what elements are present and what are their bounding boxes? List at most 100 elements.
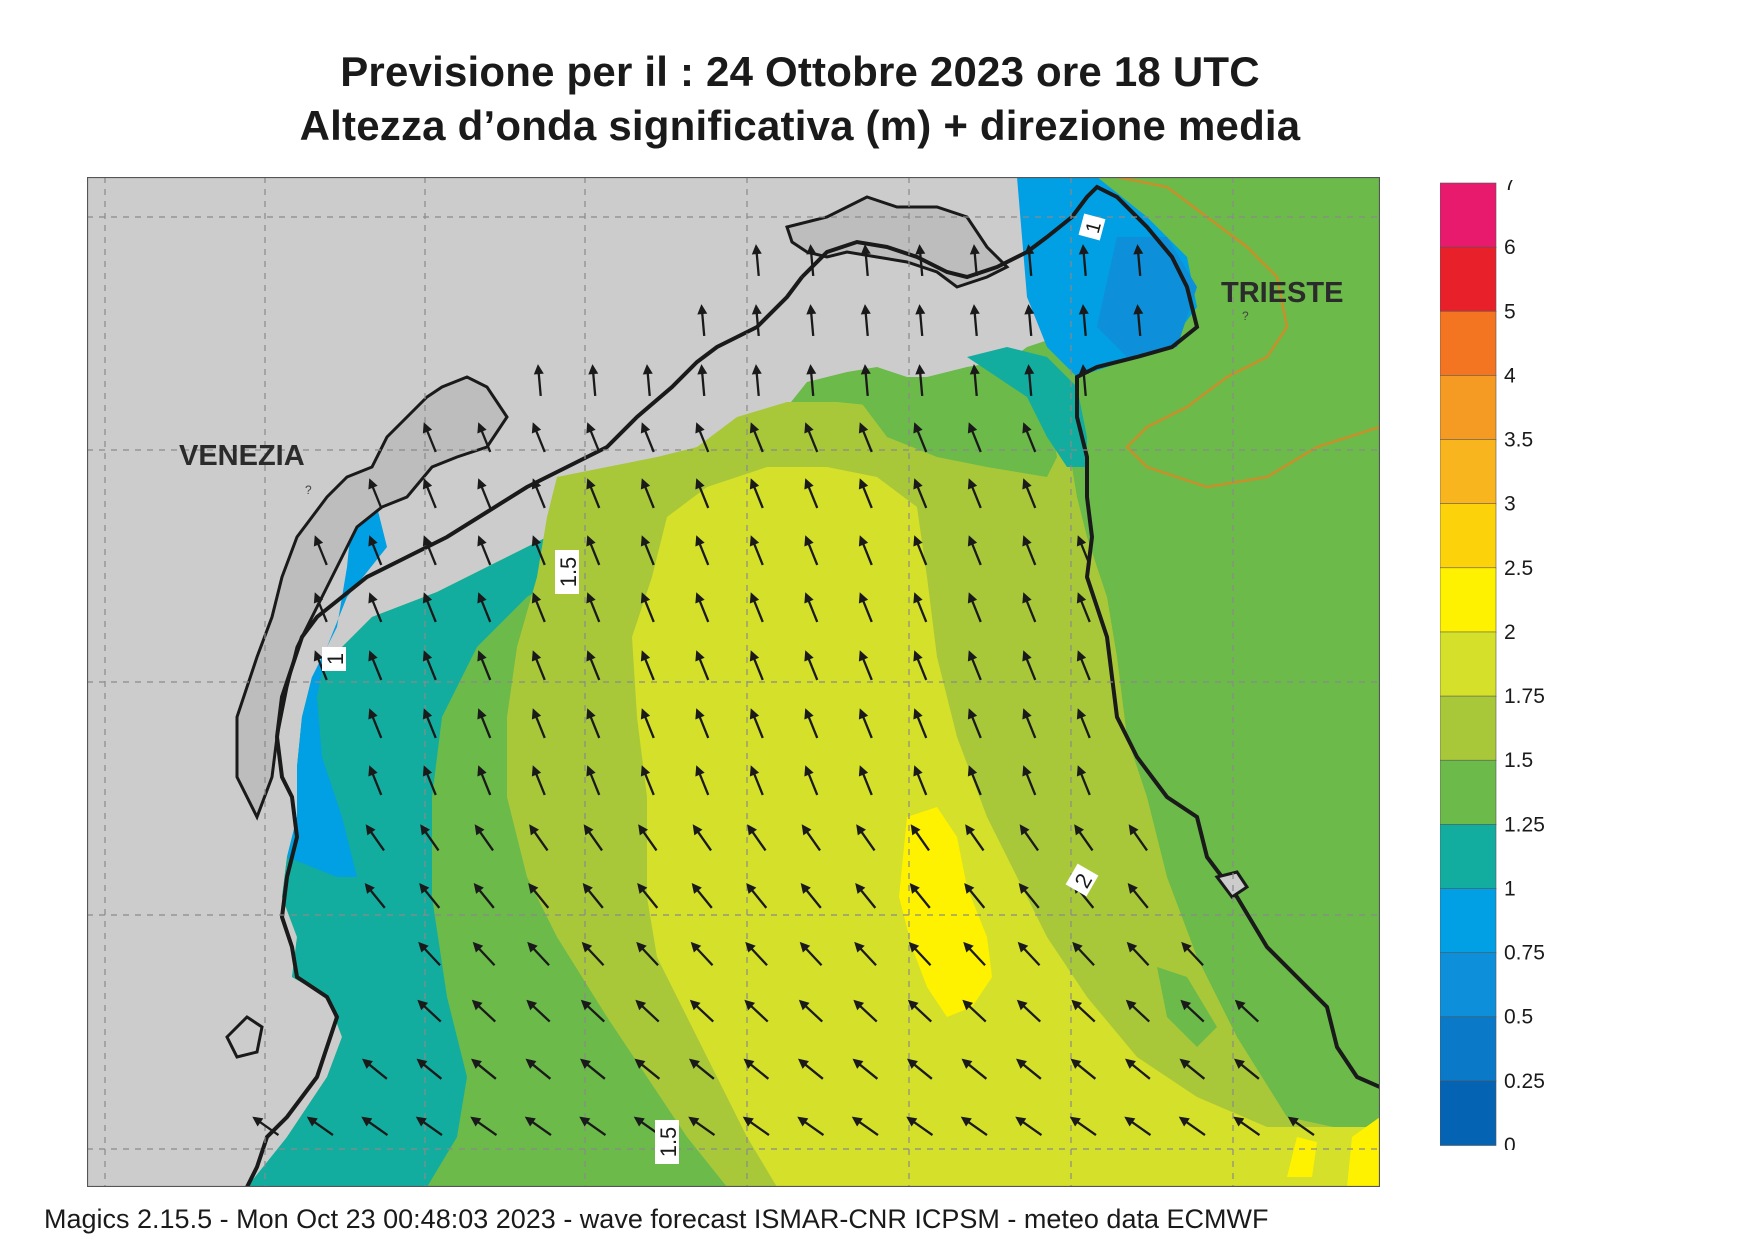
wave-arrow	[1022, 478, 1037, 509]
zone-darkblue-ne	[1097, 237, 1197, 357]
wave-arrow	[854, 941, 877, 967]
wave-arrow	[697, 364, 708, 397]
wave-arrow	[749, 422, 764, 453]
city-label-trieste: TRIESTE	[1221, 277, 1343, 309]
wave-arrow	[751, 304, 762, 337]
contour-label-text: 1	[1082, 219, 1106, 235]
wave-arrow	[746, 883, 768, 909]
zone-yellow-bottom	[1347, 1117, 1380, 1187]
wave-arrow	[313, 650, 328, 681]
wave-arrow	[1128, 824, 1148, 852]
wave-arrow	[474, 824, 494, 852]
wave-arrow	[640, 650, 655, 681]
wave-arrow	[913, 765, 928, 796]
wave-arrow	[804, 478, 819, 509]
wave-arrow	[527, 941, 550, 967]
wave-arrow	[967, 422, 982, 453]
wave-arrow	[418, 941, 441, 967]
wave-arrow	[586, 765, 601, 796]
legend-label: 0	[1504, 1134, 1516, 1150]
wave-arrow	[804, 650, 819, 681]
coastline-north-land	[785, 195, 1010, 289]
wave-arrow	[690, 941, 714, 967]
wave-arrow	[967, 765, 982, 796]
legend-label: 5	[1504, 300, 1516, 323]
wave-arrow	[961, 1058, 988, 1080]
wave-arrow	[531, 765, 546, 796]
wave-arrow	[858, 592, 873, 623]
wave-arrow	[799, 941, 823, 967]
wave-arrow	[860, 304, 871, 337]
wave-arrow	[477, 708, 492, 739]
wave-arrow	[471, 999, 497, 1023]
wave-arrow	[909, 883, 931, 909]
wave-arrow	[806, 244, 817, 277]
wave-arrow	[1125, 1058, 1151, 1080]
grid-lines	[87, 177, 1380, 1187]
land-northcoast	[787, 197, 1007, 287]
border-slovenia	[1116, 177, 1380, 489]
wave-arrow	[913, 478, 928, 509]
wave-arrow	[967, 650, 982, 681]
contour-label-4: 1	[1078, 213, 1106, 241]
wave-arrow	[586, 422, 601, 453]
wave-arrow	[531, 478, 546, 509]
zone-yellow	[899, 807, 992, 1017]
wave-arrow	[851, 1116, 879, 1136]
contour-label-3: 1.5	[655, 1120, 681, 1164]
wave-arrow	[636, 941, 659, 967]
wave-arrow	[365, 824, 385, 852]
legend-label: 7	[1504, 180, 1516, 195]
wave-arrow	[368, 765, 383, 796]
wave-arrow	[586, 535, 601, 566]
wave-arrow	[580, 999, 606, 1023]
wave-arrow	[1071, 999, 1096, 1023]
legend-label: 2.5	[1504, 557, 1533, 580]
wave-arrow	[368, 592, 383, 623]
wave-arrow	[688, 1116, 716, 1136]
wave-arrow	[422, 708, 437, 739]
wave-arrow	[642, 364, 653, 397]
wave-arrow	[1019, 824, 1039, 852]
island-2	[1214, 870, 1250, 900]
title-line-1: Previsione per il : 24 Ottobre 2023 ore …	[340, 48, 1260, 95]
wave-arrow	[586, 478, 601, 509]
wave-arrow	[913, 422, 928, 453]
wave-arrow	[477, 592, 492, 623]
wave-arrow	[419, 883, 441, 909]
wave-arrow	[691, 883, 713, 909]
wave-arrow	[797, 1116, 825, 1136]
wave-arrow	[422, 478, 437, 509]
wave-direction-arrows	[252, 244, 1315, 1136]
wave-arrow	[1181, 941, 1204, 967]
wave-arrow	[804, 535, 819, 566]
wave-arrow	[1133, 304, 1144, 337]
wave-arrow	[1017, 941, 1041, 967]
wave-arrow	[969, 364, 980, 397]
wave-arrow	[1069, 1116, 1097, 1136]
wave-arrow	[913, 535, 928, 566]
wave-arrow	[744, 999, 769, 1023]
wave-arrow	[473, 883, 495, 909]
wave-arrow	[422, 765, 437, 796]
wave-arrow	[581, 941, 605, 967]
legend-label: 1	[1504, 877, 1516, 900]
wave-arrow	[1016, 999, 1042, 1023]
footer-credits: Magics 2.15.5 - Mon Oct 23 00:48:03 2023…	[44, 1204, 1269, 1234]
wave-arrow	[751, 364, 762, 397]
wave-arrow	[913, 708, 928, 739]
wave-arrow	[252, 1116, 280, 1136]
legend-swatch	[1440, 310, 1497, 377]
wave-arrow	[306, 1116, 334, 1136]
wave-arrow	[579, 1116, 607, 1136]
wave-arrow	[906, 1116, 934, 1136]
legend-label: 2	[1504, 621, 1516, 644]
wave-arrow	[1234, 999, 1260, 1023]
wave-arrow	[963, 941, 986, 967]
wave-arrow	[852, 1058, 879, 1080]
wave-arrow	[1178, 1116, 1206, 1136]
wave-arrow	[415, 1116, 443, 1136]
wave-arrow	[417, 999, 442, 1023]
legend-label: 1.25	[1504, 813, 1545, 836]
contour-label-text: 1	[323, 653, 348, 665]
